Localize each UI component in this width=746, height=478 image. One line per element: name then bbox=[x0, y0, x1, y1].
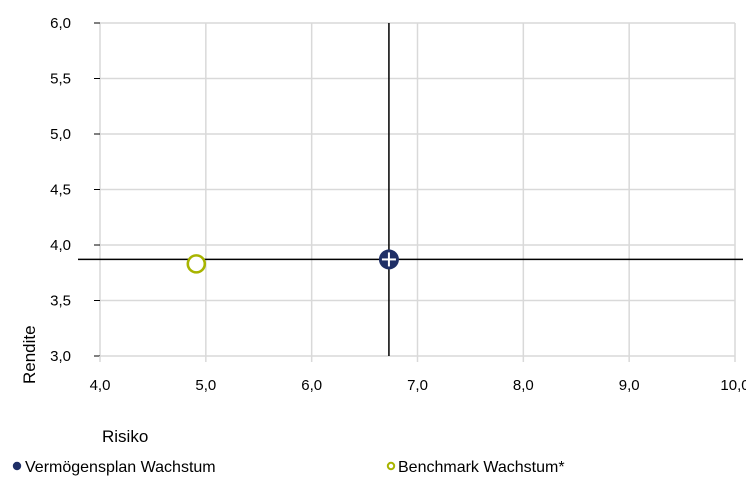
x-tick-label: 8,0 bbox=[513, 377, 534, 394]
y-tick-label: 5,0 bbox=[50, 126, 71, 143]
y-tick-label: 3,5 bbox=[50, 293, 71, 310]
legend-marker-vermoegensplan bbox=[12, 461, 22, 471]
tick-labels: 3,0 3,5 4,0 4,5 5,0 5,5 6,0 4,0 5,0 6,0 7,0 8,0 9,0 1… bbox=[50, 15, 746, 394]
x-tick-label: 10,0 bbox=[720, 377, 746, 394]
y-tick-label: 4,0 bbox=[50, 237, 71, 254]
x-tick-label: 5,0 bbox=[195, 377, 216, 394]
y-axis-title: Rendite bbox=[20, 325, 39, 384]
point-benchmark bbox=[186, 254, 207, 274]
legend-label-vermoegensplan: Vermögensplan Wachstum bbox=[25, 459, 216, 476]
x-tick-label: 9,0 bbox=[619, 377, 640, 394]
x-tick-label: 4,0 bbox=[90, 377, 111, 394]
legend-item-benchmark: Benchmark Wachstum* bbox=[386, 459, 565, 476]
y-tick-label: 3,0 bbox=[50, 348, 71, 365]
x-tick-label: 7,0 bbox=[407, 377, 428, 394]
x-axis-title: Risiko bbox=[102, 427, 148, 446]
grid-layer bbox=[100, 22, 736, 356]
legend-label-benchmark: Benchmark Wachstum* bbox=[398, 459, 565, 476]
legend-item-vermoegensplan: Vermögensplan Wachstum bbox=[12, 459, 216, 476]
x-tick-label: 6,0 bbox=[301, 377, 322, 394]
legend-marker-benchmark bbox=[386, 461, 396, 471]
legend: Vermögensplan Wachstum Benchmark Wachstu… bbox=[12, 459, 565, 476]
y-tick-label: 4,5 bbox=[50, 182, 71, 199]
y-tick-label: 5,5 bbox=[50, 71, 71, 88]
data-points bbox=[186, 249, 399, 274]
y-tick-label: 6,0 bbox=[50, 15, 71, 32]
axis-layer bbox=[94, 22, 736, 362]
